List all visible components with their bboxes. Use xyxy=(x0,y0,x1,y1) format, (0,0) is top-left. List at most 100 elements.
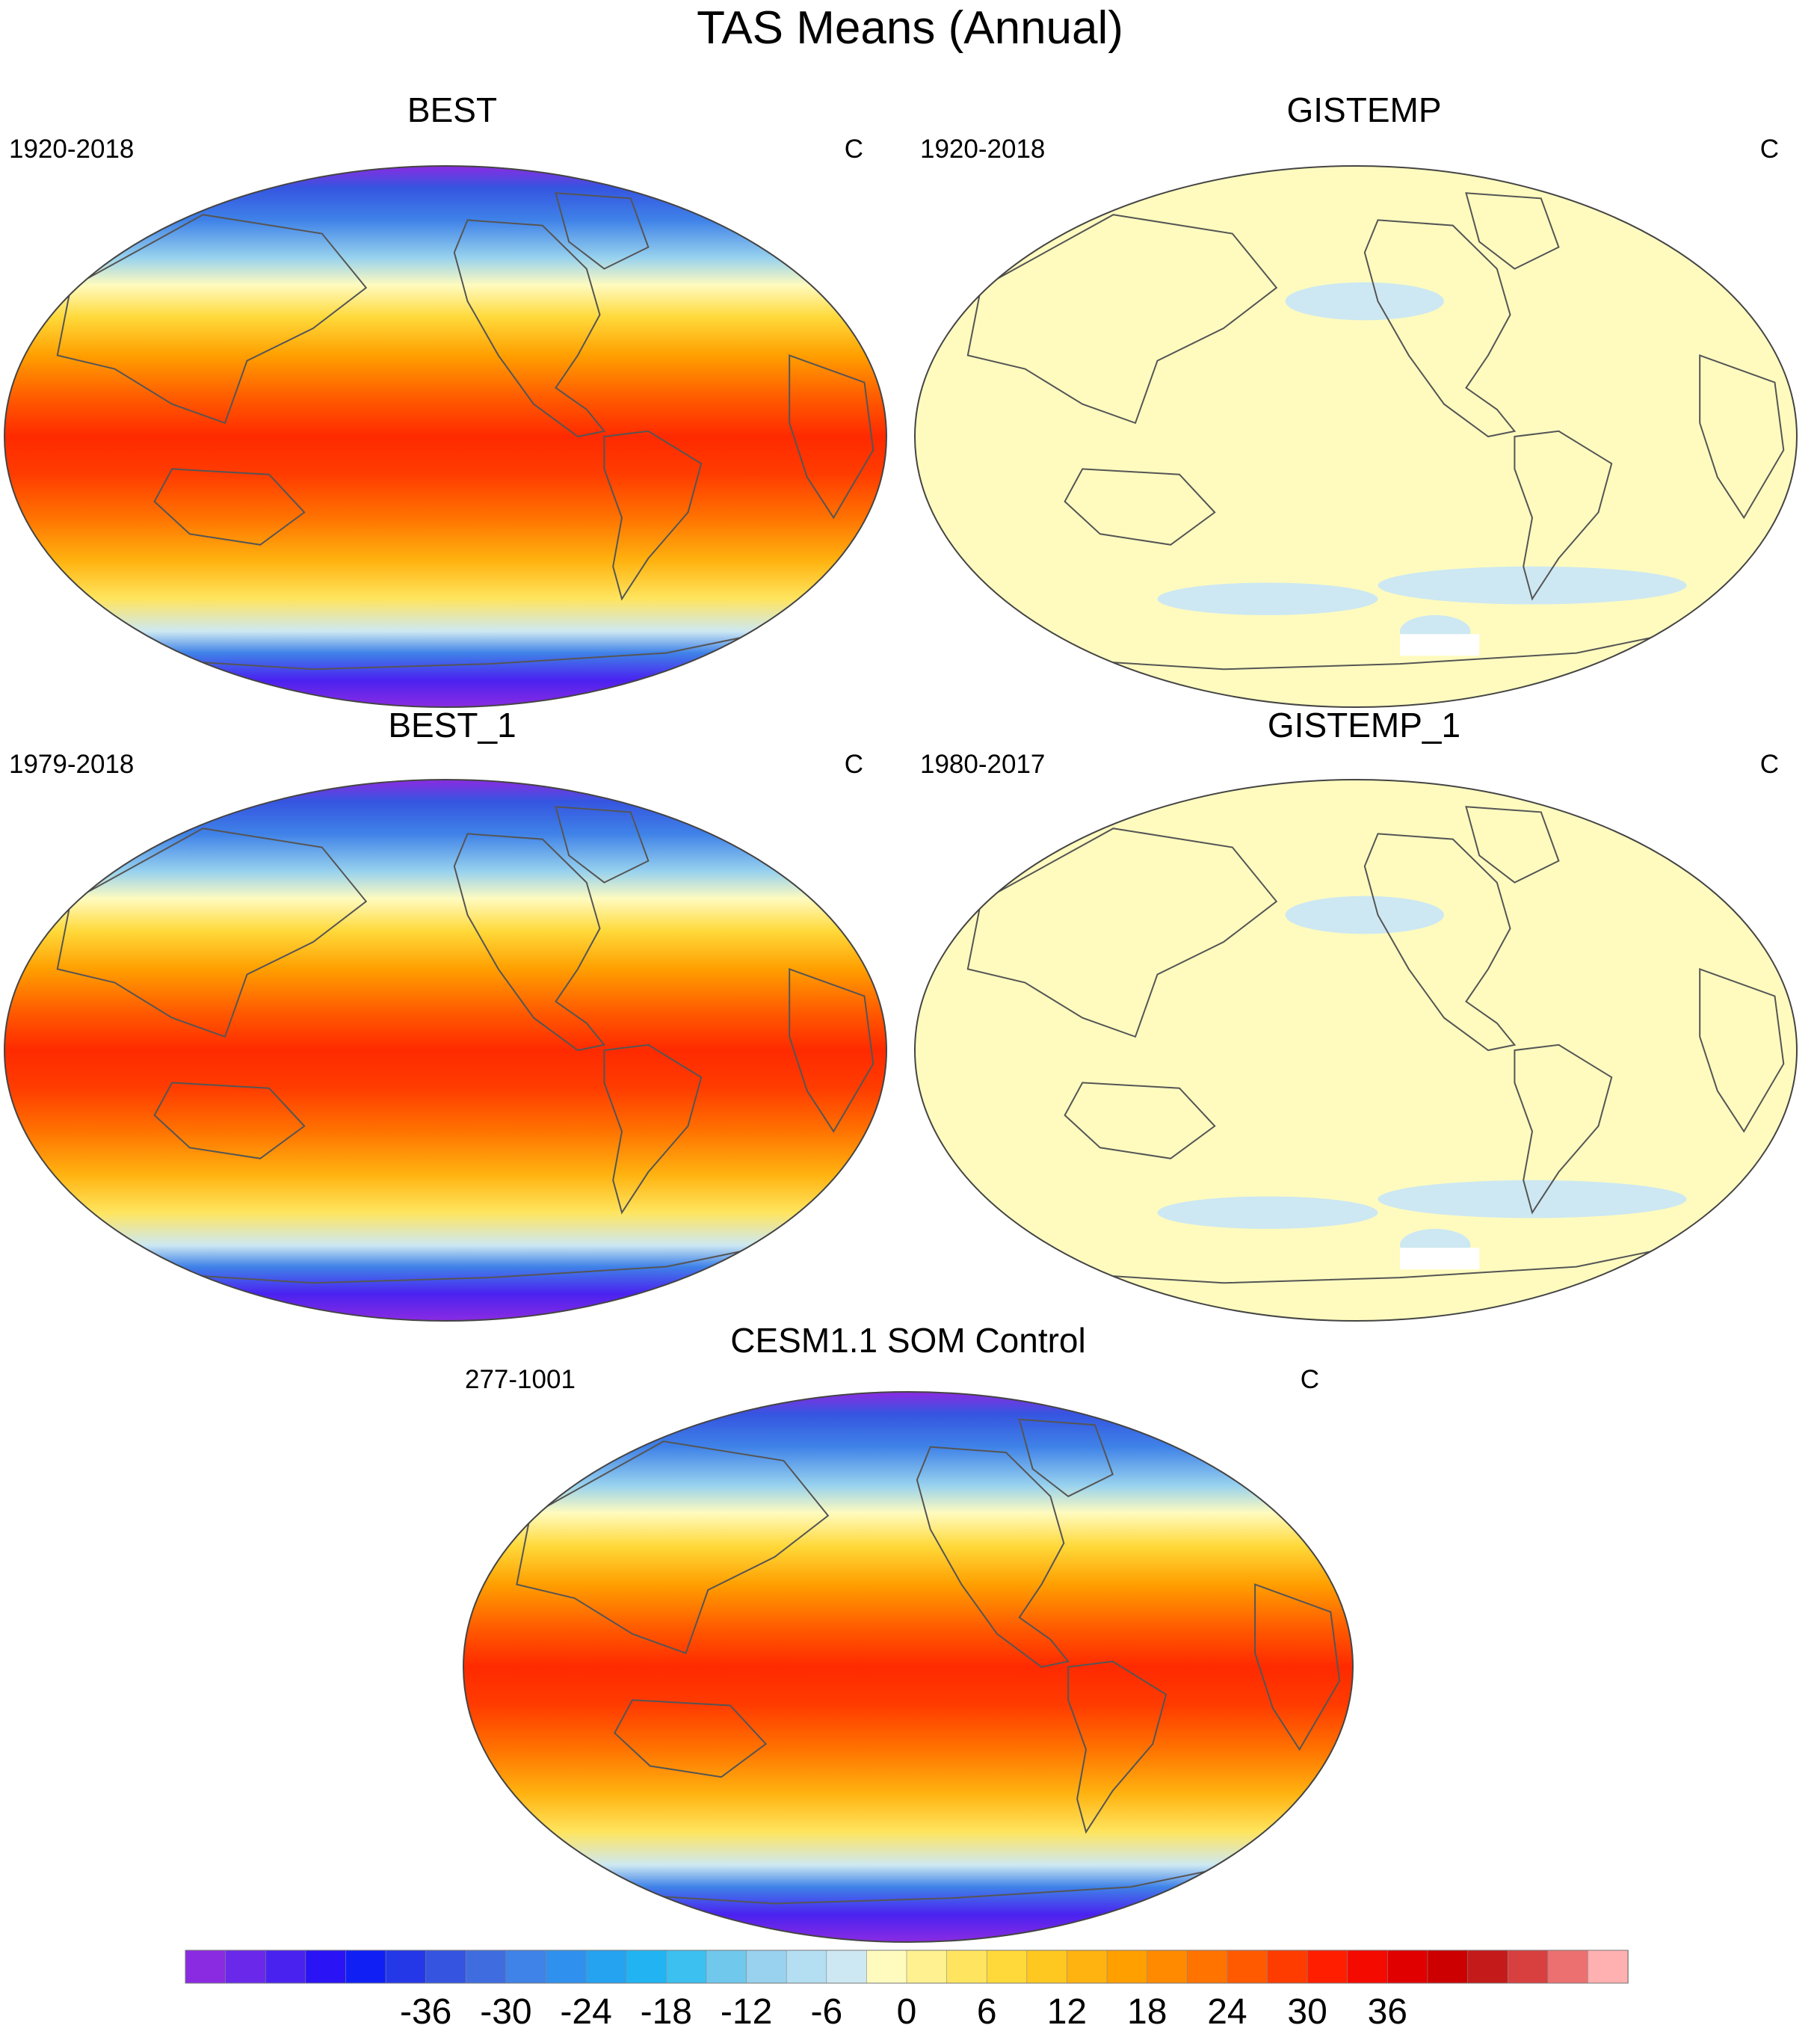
near-zero-field xyxy=(915,166,1797,707)
map-border xyxy=(463,1391,1354,1943)
colorbar-bin xyxy=(626,1950,667,1984)
colorbar-tick-label: 0 xyxy=(897,1992,917,2031)
coastline xyxy=(1363,219,1517,438)
colorbar-bin xyxy=(1267,1950,1308,1984)
colorbar-bin xyxy=(505,1950,547,1984)
anomaly-patch xyxy=(1285,282,1444,321)
coastline xyxy=(136,1239,799,1284)
panel-title: BEST xyxy=(407,90,498,129)
coastline xyxy=(1465,192,1560,270)
coastline xyxy=(966,214,1278,425)
coastline xyxy=(1514,430,1613,601)
coastline xyxy=(1046,625,1709,671)
colorbar-bin xyxy=(1387,1950,1428,1984)
coastline xyxy=(603,1044,703,1215)
units-label: C xyxy=(1759,750,1779,779)
coastline xyxy=(916,1446,1070,1668)
temperature-map xyxy=(4,165,887,708)
colorbar-bin xyxy=(1186,1950,1228,1984)
coastline xyxy=(1064,1082,1216,1159)
coastline xyxy=(614,1699,768,1778)
panel-title: GISTEMP xyxy=(1286,90,1442,129)
coastline xyxy=(1046,1239,1709,1284)
units-label: C xyxy=(1300,1365,1319,1394)
coastline xyxy=(1363,833,1517,1052)
period-label: 1980-2017 xyxy=(920,750,1046,779)
colorbar-tick-label: 36 xyxy=(1368,1992,1407,2031)
colorbar-tick-label: -36 xyxy=(400,1992,451,2031)
coastline xyxy=(1699,354,1785,520)
temperature-field xyxy=(4,780,886,1321)
map-panel-best-1: BEST_1 1979-2018 C xyxy=(0,706,904,1322)
colorbar-bin xyxy=(385,1950,427,1984)
coastline xyxy=(56,214,368,425)
colorbar-bin xyxy=(265,1950,306,1984)
coastline xyxy=(1018,1418,1114,1497)
period-label: 1979-2018 xyxy=(9,750,135,779)
coastline xyxy=(789,354,874,520)
map-border xyxy=(914,779,1798,1322)
coastline xyxy=(1514,1044,1613,1215)
coastline xyxy=(516,1440,830,1654)
missing-data xyxy=(1400,1248,1480,1270)
colorbar-bin xyxy=(1507,1950,1549,1984)
units-label: C xyxy=(844,750,863,779)
colorbar-bin xyxy=(746,1950,787,1984)
colorbar-tick-label: 24 xyxy=(1207,1992,1247,2031)
coastline xyxy=(136,625,799,671)
difference-map xyxy=(914,779,1798,1322)
colorbar-bin xyxy=(906,1950,948,1984)
coastline xyxy=(453,833,606,1052)
colorbar-scale: -36 -30 -24 -18 -12 -6 0 6 12 18 24 30 36 xyxy=(185,1950,1629,2031)
colorbar-bin xyxy=(866,1950,907,1984)
colorbar-bin xyxy=(1307,1950,1348,1984)
coastline xyxy=(555,192,650,270)
panel-title: BEST_1 xyxy=(388,706,516,745)
map-border xyxy=(914,165,1798,708)
coastline xyxy=(789,967,874,1133)
colorbar-bin xyxy=(1427,1950,1469,1984)
colorbar-tick-label: 12 xyxy=(1047,1992,1087,2031)
units-label: C xyxy=(844,135,863,164)
colorbar-bin xyxy=(1588,1950,1629,1984)
anomaly-patch xyxy=(1157,1196,1378,1229)
colorbar-bin xyxy=(1026,1950,1068,1984)
colorbar-tick-label: -6 xyxy=(810,1992,842,2031)
colorbar-bin xyxy=(826,1950,868,1984)
colorbar-bin xyxy=(786,1950,827,1984)
coastline xyxy=(153,1082,306,1159)
colorbar-frame xyxy=(185,1950,1629,1984)
coastline xyxy=(1067,1660,1167,1834)
temperature-field xyxy=(463,1392,1353,1942)
coastline xyxy=(1254,1583,1341,1751)
temperature-map xyxy=(4,779,887,1322)
main-title: TAS Means (Annual) xyxy=(697,2,1123,54)
coastline xyxy=(555,806,650,884)
colorbar-bin xyxy=(425,1950,467,1984)
colorbar-tick-label: 6 xyxy=(977,1992,997,2031)
colorbar-bin xyxy=(986,1950,1028,1984)
colorbar-bin xyxy=(185,1950,226,1984)
colorbar-tick-label: -24 xyxy=(560,1992,611,2031)
colorbar-tick-label: 30 xyxy=(1287,1992,1327,2031)
colorbar-bin xyxy=(1347,1950,1389,1984)
coastline xyxy=(1064,468,1216,546)
difference-map xyxy=(914,165,1798,708)
colorbar-bin xyxy=(1467,1950,1508,1984)
period-label: 277-1001 xyxy=(465,1365,576,1394)
coastline xyxy=(596,1858,1265,1905)
colorbar-tick-label: -12 xyxy=(721,1992,772,2031)
map-border xyxy=(4,165,887,708)
missing-data xyxy=(1717,1218,1797,1237)
colorbar-bin xyxy=(706,1950,747,1984)
missing-data xyxy=(1717,604,1797,623)
anomaly-patch xyxy=(1378,1180,1687,1218)
coastline xyxy=(56,827,368,1038)
colorbar-bin xyxy=(225,1950,267,1984)
map-panel-gistemp-1: GISTEMP_1 1980-2017 C xyxy=(912,706,1816,1322)
colorbar-bin xyxy=(305,1950,347,1984)
missing-data xyxy=(1400,634,1480,656)
map-border xyxy=(4,779,887,1322)
colorbar-bin xyxy=(1067,1950,1108,1984)
anomaly-patch xyxy=(1157,582,1378,615)
